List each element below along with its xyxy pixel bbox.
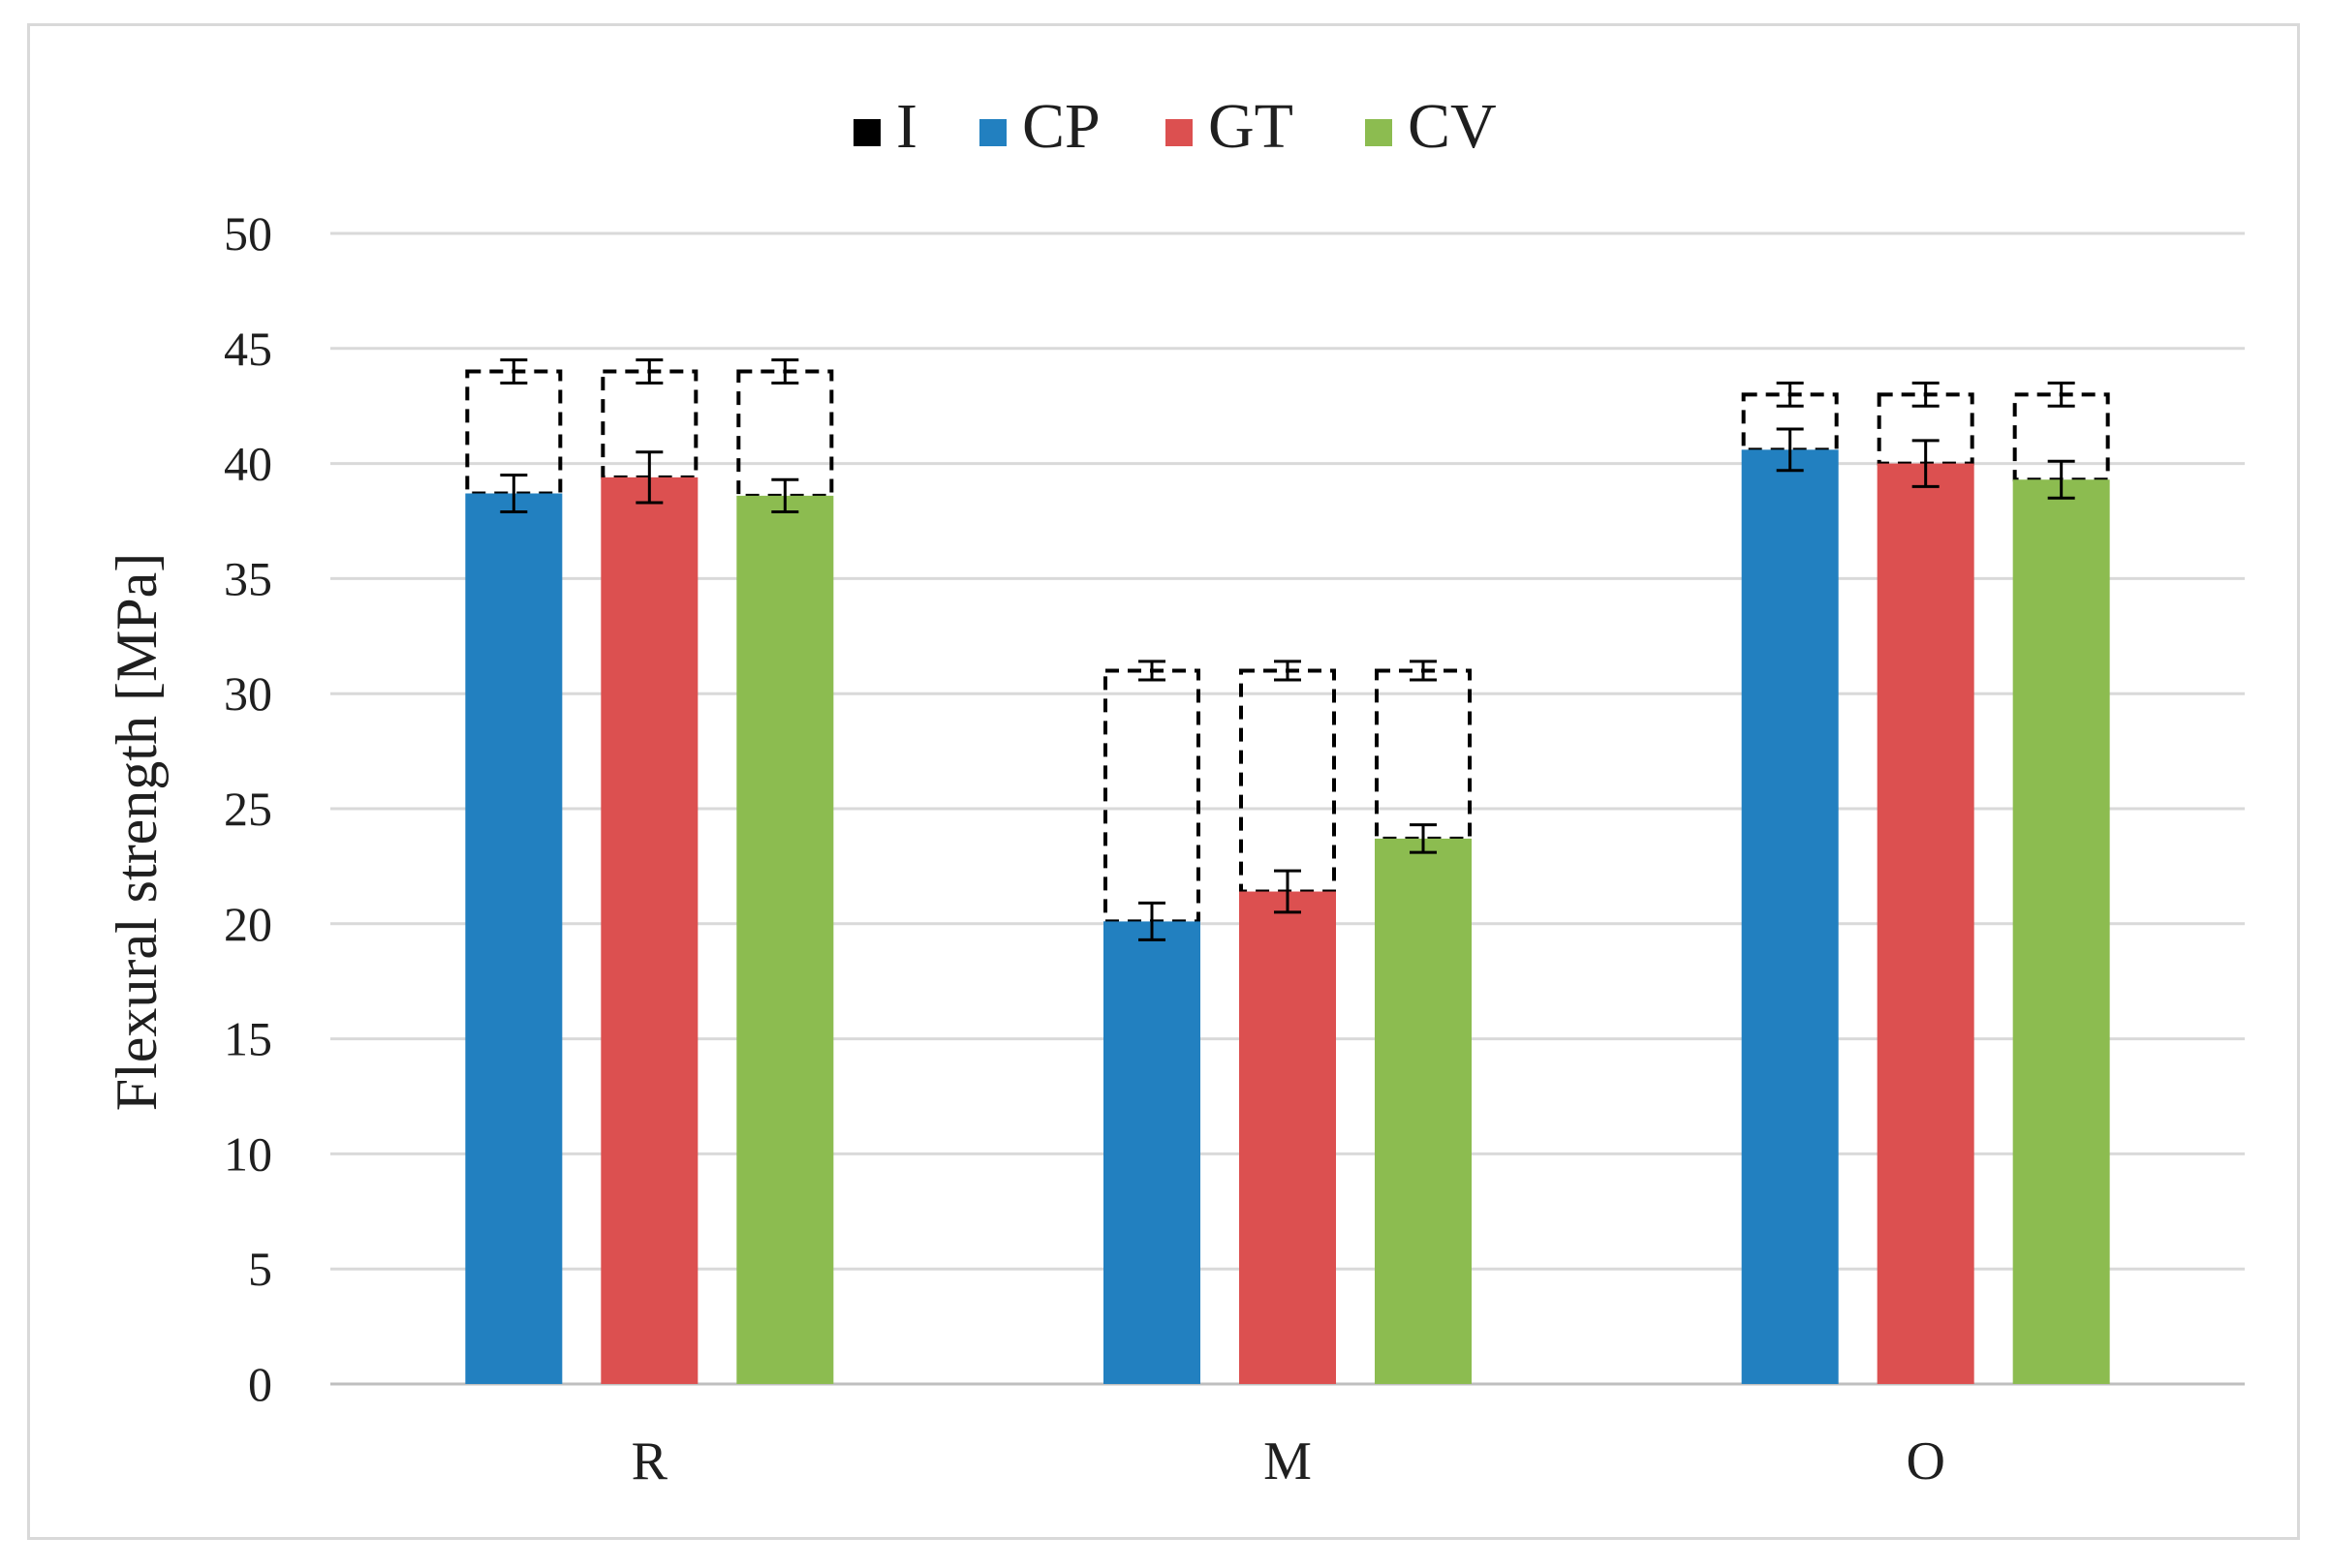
reference-outline-cv-m [1375,668,1472,841]
legend: I CP GT CV [854,91,1497,162]
bar-cp-m [1103,921,1200,1384]
legend-swatch-cp [979,119,1007,146]
bar-cv-o [2012,479,2110,1384]
bar-gt-m [1239,891,1336,1384]
chart-frame: 0 5 10 15 20 25 30 35 40 45 50 R M O I CP GT CV Flexura… [27,23,2300,1540]
y-tick-label: 30 [224,666,272,721]
error-bar-gt-m [1274,869,1301,914]
bar-gt-r [601,477,699,1385]
reference-outlines [465,369,2110,924]
reference-outline-cv-r [736,369,834,498]
error-bar-cv-r [771,477,799,513]
bar-cp-o [1741,449,1839,1384]
error-bars [500,358,2075,941]
bar-cp-r [465,493,563,1384]
reference-error-bar-gt-r [636,358,664,384]
legend-label-cv: CV [1408,91,1497,162]
legend-label-gt: GT [1208,91,1293,162]
error-bar-cp-o [1776,427,1804,473]
bar-gt-o [1877,463,1974,1385]
y-tick-label: 35 [224,551,272,605]
y-tick-label: 50 [224,206,272,261]
category-label-o: O [1906,1431,1944,1491]
legend-swatch-cv [1365,119,1392,146]
reference-error-bar-gt-o [1911,381,1940,408]
y-tick-label: 0 [248,1357,272,1411]
legend-label-i: I [896,91,917,162]
error-bar-gt-o [1911,439,1940,488]
error-bar-gt-r [636,450,664,505]
y-axis-label: Flexural strength [MPa] [105,553,169,1112]
y-tick-label: 15 [224,1012,272,1066]
category-label-m: M [1263,1431,1312,1491]
error-bar-cv-o [2047,459,2075,500]
reference-error-bar-cv-r [771,358,799,384]
reference-error-bar-cv-o [2047,381,2075,408]
y-tick-label: 25 [224,782,272,836]
y-tick-label: 20 [224,897,272,951]
legend-item-cp: CP [979,91,1101,162]
reference-error-bar-cv-m [1410,660,1437,682]
bar-cv-r [736,495,834,1384]
legend-item-gt: GT [1165,91,1293,162]
reference-error-bar-cp-o [1776,381,1804,408]
error-bar-cv-m [1410,823,1437,854]
legend-item-i: I [854,91,917,162]
chart-canvas: 0 5 10 15 20 25 30 35 40 45 50 R M O I CP GT CV Flexura… [105,91,2245,1491]
y-tick-label: 5 [248,1242,272,1296]
legend-swatch-i [854,119,881,146]
reference-outline-cp-m [1103,668,1200,924]
legend-label-cp: CP [1022,91,1101,162]
y-axis-ticks: 0 5 10 15 20 25 30 35 40 45 50 [224,206,272,1411]
reference-error-bar-gt-m [1274,660,1301,682]
category-label-r: R [632,1431,668,1491]
reference-error-bar-cp-m [1138,660,1165,682]
reference-outline-gt-m [1239,668,1336,894]
error-bar-cp-m [1138,901,1165,941]
legend-swatch-gt [1165,119,1193,146]
legend-item-cv: CV [1365,91,1497,162]
reference-error-bar-cp-r [500,358,528,384]
y-tick-label: 10 [224,1126,272,1181]
bars [465,449,2110,1385]
y-tick-label: 40 [224,437,272,491]
y-tick-label: 45 [224,322,272,376]
bar-cv-m [1375,838,1472,1384]
error-bar-cp-r [500,473,528,513]
